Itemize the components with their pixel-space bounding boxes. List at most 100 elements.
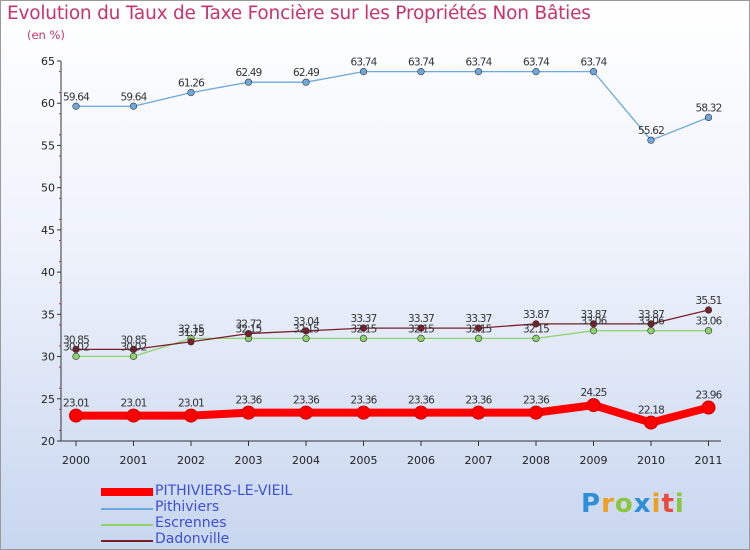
x-tick-label: 2001 [120, 454, 148, 467]
data-point [586, 398, 601, 413]
data-label: 23.36 [465, 395, 492, 407]
data-label: 33.87 [523, 309, 549, 321]
y-tick-label: 60 [41, 97, 55, 110]
data-point [532, 334, 540, 343]
series-line-2 [75, 330, 710, 358]
x-tick-label: 2000 [62, 454, 90, 467]
data-point [704, 113, 713, 122]
y-tick-label: 45 [41, 224, 55, 237]
data-label: 23.01 [178, 398, 204, 410]
x-tick-label: 2010 [637, 454, 665, 467]
data-label: 32.15 [465, 323, 491, 335]
legend-item-pithiviers-le-vieil: PITHIVIERS-LE-VIEIL [101, 483, 341, 501]
data-point [187, 338, 195, 346]
data-point [647, 136, 655, 144]
series-line-1 [75, 70, 710, 141]
data-point [704, 306, 713, 314]
data-label: 63.74 [350, 57, 377, 69]
legend-swatch-pithiviers-le-vieil [101, 488, 153, 496]
y-tick-label: 35 [41, 308, 55, 321]
data-point [72, 345, 80, 353]
data-point [184, 408, 198, 423]
legend: PITHIVIERS-LE-VIEIL Pithiviers Escrennes… [101, 483, 341, 549]
data-point [126, 408, 141, 423]
y-tick-label: 50 [41, 182, 55, 195]
data-label: 23.96 [695, 390, 722, 402]
data-label: 33.06 [638, 316, 665, 328]
data-point [359, 324, 368, 332]
data-point [532, 320, 540, 328]
x-tick-label: 2011 [695, 454, 723, 467]
data-point [474, 334, 483, 343]
x-tick-label: 2009 [580, 454, 608, 467]
data-label: 30.02 [120, 341, 146, 353]
data-point [589, 320, 598, 328]
legend-item-pithiviers: Pithiviers [101, 499, 341, 517]
data-point [704, 327, 713, 335]
legend-label: PITHIVIERS-LE-VIEIL [155, 483, 293, 499]
data-label: 23.36 [408, 395, 435, 407]
data-label: 58.32 [695, 102, 721, 114]
data-point [647, 320, 655, 328]
data-label: 33.87 [638, 309, 664, 321]
chart-subtitle: (en %) [27, 28, 65, 42]
data-label: 32.15 [178, 323, 204, 335]
data-point [244, 329, 253, 338]
data-point [129, 102, 138, 110]
y-tick-label: 20 [41, 435, 55, 448]
data-label: 22.18 [638, 405, 664, 417]
data-point [532, 68, 540, 76]
x-tick-label: 2003 [235, 454, 263, 467]
data-label: 62.49 [235, 67, 261, 79]
y-tick-label: 25 [41, 393, 55, 406]
data-point [359, 334, 368, 343]
data-point [302, 327, 310, 335]
data-point [417, 68, 425, 76]
data-point [299, 405, 313, 420]
data-label: 63.74 [465, 57, 492, 69]
data-label: 35.51 [695, 295, 721, 307]
data-point [474, 324, 483, 332]
data-label: 61.26 [178, 78, 205, 90]
proxiti-logo: Proxiti [581, 489, 685, 519]
data-point [589, 68, 598, 76]
data-label: 23.01 [63, 398, 89, 410]
legend-item-dadonville: Dadonville [101, 531, 341, 549]
series-line-3 [75, 309, 710, 351]
data-label: 33.04 [293, 316, 320, 328]
y-tick-label: 40 [41, 266, 55, 279]
series-line-0 [72, 401, 713, 427]
data-label: 55.62 [638, 125, 664, 137]
data-label: 32.72 [235, 319, 261, 331]
y-tick-label: 55 [41, 139, 55, 152]
data-label: 32.15 [523, 323, 549, 335]
data-point [529, 405, 543, 420]
data-label: 30.02 [63, 341, 89, 353]
data-label: 23.36 [523, 395, 550, 407]
data-point [701, 400, 716, 415]
legend-label: Pithiviers [155, 499, 220, 515]
legend-label: Dadonville [155, 531, 230, 547]
x-tick-label: 2004 [292, 454, 320, 467]
data-point [589, 327, 598, 335]
data-label: 31.75 [178, 327, 204, 339]
data-label: 32.15 [293, 323, 319, 335]
data-point [356, 405, 371, 420]
data-point [241, 405, 256, 420]
data-label: 59.64 [120, 91, 147, 103]
data-label: 24.25 [580, 387, 606, 399]
data-label: 33.06 [580, 316, 607, 328]
data-label: 33.06 [695, 316, 722, 328]
legend-item-escrennes: Escrennes [101, 515, 341, 533]
data-point [417, 334, 425, 343]
data-label: 23.36 [293, 395, 320, 407]
data-point [244, 78, 253, 86]
data-point [129, 352, 138, 360]
data-label: 63.74 [523, 57, 550, 69]
data-label: 32.15 [408, 323, 434, 335]
data-label: 30.85 [120, 334, 146, 346]
data-point [72, 102, 80, 110]
data-label: 23.36 [350, 395, 377, 407]
